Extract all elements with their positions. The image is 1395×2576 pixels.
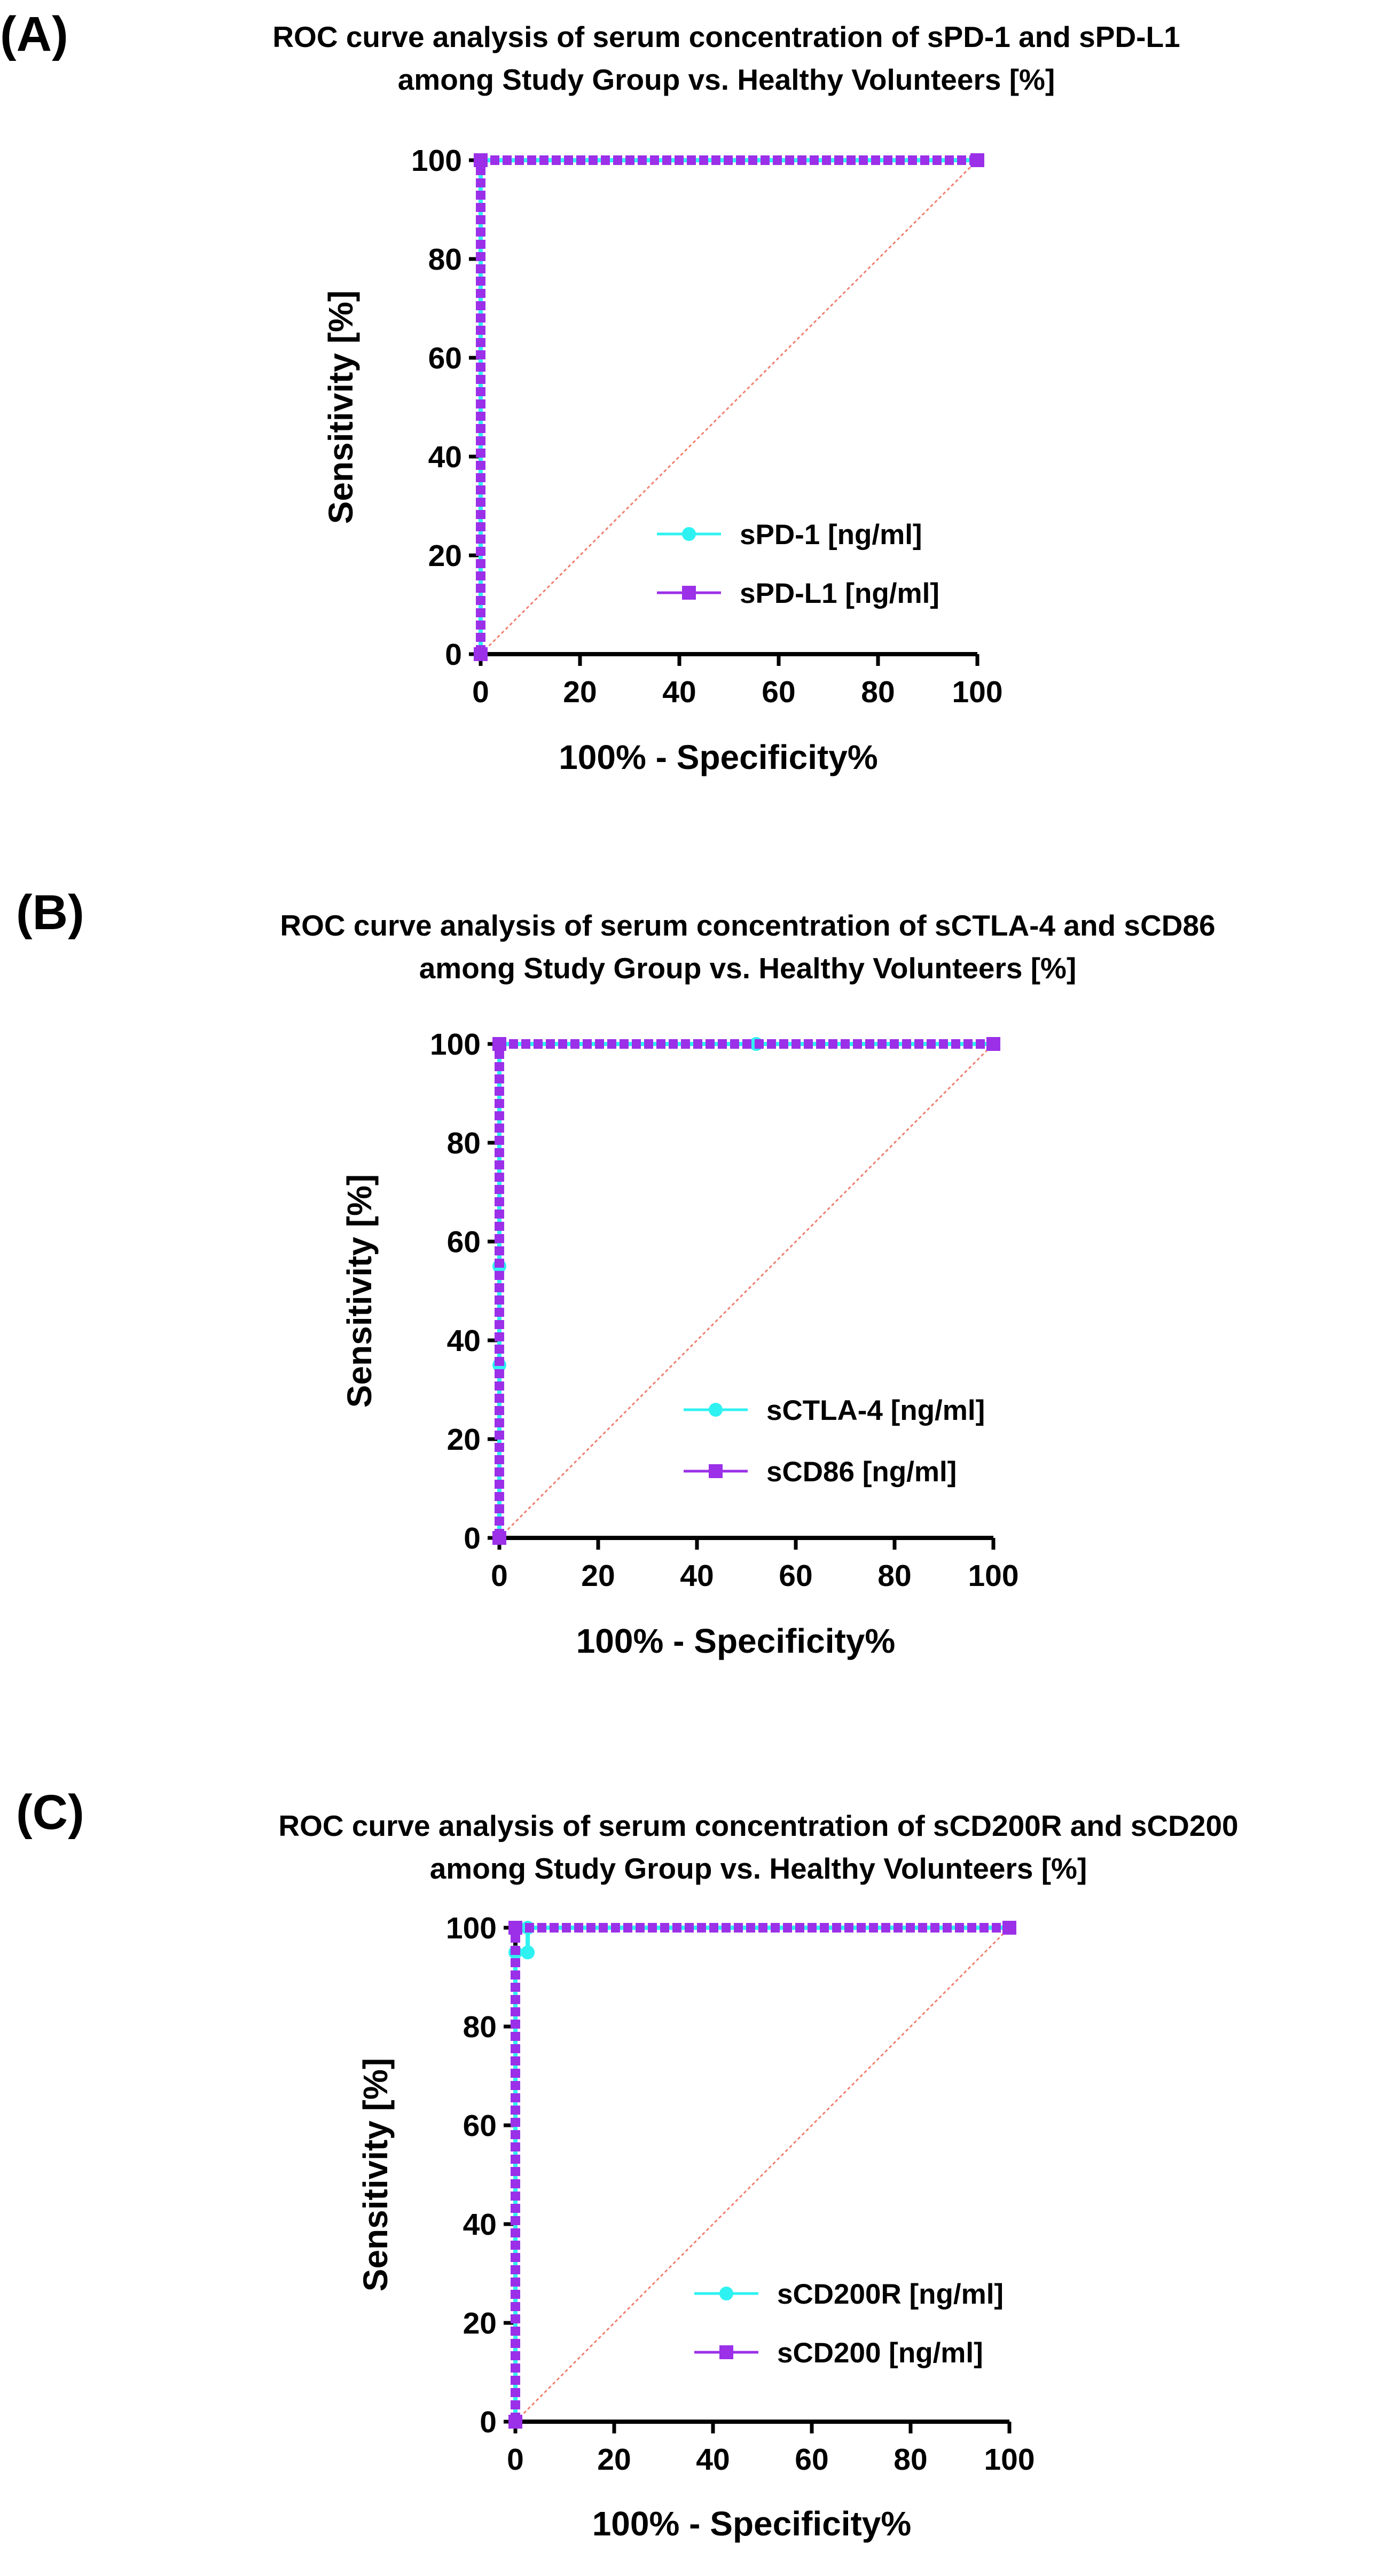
x-tick-label: 80 bbox=[894, 2443, 927, 2477]
data-point bbox=[1002, 1921, 1016, 1935]
y-tick-label: 20 bbox=[428, 539, 462, 573]
panel-letter: (B) bbox=[16, 885, 84, 940]
legend-label: sCD200R [ng/ml] bbox=[777, 2279, 1004, 2310]
y-axis-label: Sensitivity [%] bbox=[322, 290, 360, 524]
chart-title-line1: ROC curve analysis of serum concentratio… bbox=[278, 1809, 1238, 1842]
reference-line bbox=[498, 1043, 994, 1539]
legend-entry: sCD200 [ng/ml] bbox=[694, 2337, 983, 2369]
data-point bbox=[474, 153, 488, 167]
series-square bbox=[474, 153, 984, 661]
x-tick-label: 40 bbox=[696, 2443, 730, 2477]
series-square bbox=[492, 1037, 1000, 1545]
y-tick-label: 40 bbox=[428, 440, 462, 474]
legend-swatch-square bbox=[709, 1464, 723, 1478]
legend-entry: sPD-1 [ng/ml] bbox=[657, 519, 922, 551]
legend-entry: sCTLA-4 [ng/ml] bbox=[684, 1395, 985, 1426]
y-tick-label: 60 bbox=[447, 1225, 481, 1259]
x-tick-label: 80 bbox=[877, 1559, 911, 1593]
legend-entry: sPD-L1 [ng/ml] bbox=[657, 578, 939, 609]
chart-title-line2: among Study Group vs. Healthy Volunteers… bbox=[419, 952, 1077, 985]
legend-entry: sCD200R [ng/ml] bbox=[694, 2279, 1004, 2310]
x-tick-label: 100 bbox=[968, 1559, 1018, 1593]
series-square bbox=[508, 1921, 1016, 2429]
reference-line bbox=[480, 159, 978, 655]
data-point bbox=[492, 1531, 506, 1545]
y-tick-label: 80 bbox=[428, 242, 462, 277]
x-tick-label: 60 bbox=[762, 675, 795, 709]
data-point bbox=[970, 153, 984, 167]
x-tick-label: 20 bbox=[597, 2443, 631, 2477]
legend-label: sCTLA-4 [ng/ml] bbox=[766, 1395, 985, 1426]
y-tick-label: 0 bbox=[480, 2405, 497, 2439]
x-tick-label: 0 bbox=[472, 675, 489, 709]
x-axis-label: 100% - Specificity% bbox=[576, 1622, 896, 1660]
y-axis-label: Sensitivity [%] bbox=[340, 1174, 379, 1408]
y-tick-label: 60 bbox=[428, 341, 462, 375]
chart-panel-2: (B) ROC curve analysis of serum concentra… bbox=[16, 885, 1216, 1660]
data-point bbox=[508, 1921, 522, 1935]
x-tick-label: 40 bbox=[680, 1559, 714, 1593]
data-point bbox=[521, 1945, 535, 1960]
chart-panel-1: (A) ROC curve analysis of serum concentra… bbox=[0, 7, 1180, 776]
data-point bbox=[508, 2415, 522, 2429]
reference-line bbox=[514, 1927, 1010, 2423]
panel-letter: (C) bbox=[16, 1785, 84, 1840]
data-point bbox=[986, 1037, 1000, 1051]
x-axis-label: 100% - Specificity% bbox=[592, 2504, 912, 2543]
chart-title-line1: ROC curve analysis of serum concentratio… bbox=[272, 20, 1180, 53]
legend-swatch-square bbox=[682, 586, 696, 600]
legend-entry: sCD86 [ng/ml] bbox=[684, 1456, 957, 1488]
x-tick-label: 0 bbox=[491, 1559, 508, 1593]
legend-swatch-circle bbox=[682, 527, 696, 541]
y-tick-label: 100 bbox=[430, 1027, 481, 1062]
chart-title-line1: ROC curve analysis of serum concentratio… bbox=[280, 909, 1215, 942]
y-tick-label: 100 bbox=[446, 1911, 497, 1945]
x-tick-label: 100 bbox=[984, 2443, 1035, 2477]
y-tick-label: 0 bbox=[464, 1521, 481, 1556]
data-point bbox=[474, 647, 488, 661]
y-tick-label: 40 bbox=[447, 1324, 481, 1358]
y-tick-label: 80 bbox=[463, 2010, 497, 2044]
y-tick-label: 100 bbox=[411, 144, 462, 178]
x-tick-label: 40 bbox=[662, 675, 696, 709]
y-tick-label: 0 bbox=[445, 638, 462, 672]
y-axis-label: Sensitivity [%] bbox=[356, 2058, 395, 2291]
legend-label: sPD-L1 [ng/ml] bbox=[740, 578, 939, 609]
x-tick-label: 20 bbox=[563, 675, 597, 709]
y-tick-label: 20 bbox=[447, 1423, 481, 1457]
x-axis-label: 100% - Specificity% bbox=[559, 738, 878, 776]
legend-swatch-circle bbox=[709, 1403, 723, 1417]
data-point bbox=[492, 1037, 506, 1051]
x-tick-label: 60 bbox=[779, 1559, 812, 1593]
legend-label: sCD86 [ng/ml] bbox=[766, 1456, 957, 1488]
x-tick-label: 100 bbox=[952, 675, 1002, 709]
legend-label: sCD200 [ng/ml] bbox=[777, 2337, 983, 2369]
legend-swatch-circle bbox=[719, 2287, 733, 2300]
y-tick-label: 40 bbox=[463, 2208, 497, 2242]
chart-title-line2: among Study Group vs. Healthy Volunteers… bbox=[430, 1852, 1087, 1885]
y-tick-label: 80 bbox=[447, 1126, 481, 1160]
legend-label: sPD-1 [ng/ml] bbox=[740, 519, 922, 551]
x-tick-label: 0 bbox=[507, 2443, 524, 2477]
chart-panel-3: (C) ROC curve analysis of serum concentra… bbox=[16, 1785, 1239, 2543]
y-tick-label: 20 bbox=[463, 2306, 497, 2341]
x-tick-label: 80 bbox=[861, 675, 895, 709]
y-tick-label: 60 bbox=[463, 2109, 497, 2143]
legend-swatch-square bbox=[719, 2345, 733, 2359]
panel-letter: (A) bbox=[0, 7, 68, 61]
x-tick-label: 20 bbox=[581, 1559, 615, 1593]
x-tick-label: 60 bbox=[795, 2443, 828, 2477]
chart-title-line2: among Study Group vs. Healthy Volunteers… bbox=[398, 63, 1055, 96]
